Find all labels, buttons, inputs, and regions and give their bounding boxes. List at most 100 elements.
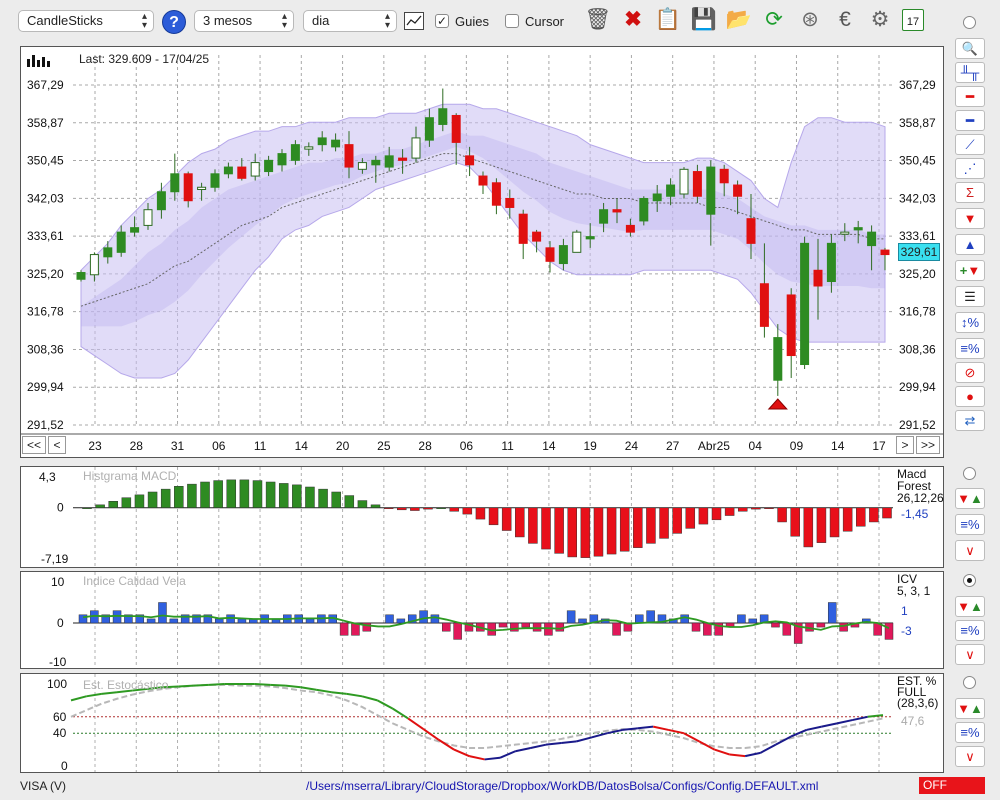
clipboard-icon[interactable]: 📋 (654, 8, 682, 31)
x-tick-label: 04 (749, 439, 763, 453)
nav-prev-button[interactable]: < (48, 436, 66, 454)
icv-bar (657, 614, 667, 624)
arrow-up-button[interactable]: ▲ (955, 234, 985, 255)
icv-panel[interactable]: 10 0 -10 Indice Calidad Vela ICV 5, 3, 1 1… (20, 571, 944, 669)
period-select[interactable]: 3 mesos ▴ ▾ (194, 10, 294, 32)
candle-body (384, 155, 394, 168)
stochastic-panel[interactable]: 100 60 40 0 Est. Estocástico EST. % FULL (2… (20, 673, 944, 773)
panel-radio-main[interactable] (963, 16, 976, 29)
candles-tool-button[interactable]: ╨╥ (955, 62, 985, 83)
nav-last-button[interactable]: >> (916, 436, 940, 454)
trend-channel-button[interactable]: ⟋ (955, 134, 985, 155)
y-tick-left: 342,03 (27, 191, 64, 205)
help-button[interactable]: ? (162, 10, 186, 34)
config-path-link[interactable]: /Users/mserra/Library/CloudStorage/Dropb… (306, 779, 819, 793)
macd-bar (633, 507, 643, 548)
est-percent-button[interactable]: ≡% (955, 722, 985, 743)
status-off-badge[interactable]: OFF (919, 777, 985, 794)
icv-signals-button[interactable]: ▼▲ (955, 596, 985, 617)
arrow-down-button[interactable]: ▼ (955, 208, 985, 229)
x-tick-label: 27 (666, 439, 680, 453)
lines-button[interactable]: ☰ (955, 286, 985, 307)
macd-bar (292, 484, 302, 508)
macd-bar (475, 507, 486, 520)
guies-checkbox[interactable]: ✓ (435, 14, 449, 28)
macd-bar (711, 507, 722, 521)
percent-range-button[interactable]: ↕% (955, 312, 985, 333)
hline-blue-button[interactable]: ━ (955, 110, 985, 131)
macd-bar (737, 507, 748, 512)
delete-icon[interactable]: ✖ (624, 8, 642, 31)
candle-body (89, 254, 99, 276)
record-button[interactable]: ● (955, 386, 985, 407)
fan-lines-button[interactable]: ⋰ (955, 158, 985, 179)
candle-body (692, 171, 702, 197)
icv-bar (464, 622, 474, 632)
macd-bar (252, 480, 263, 508)
macd-percent-button[interactable]: ≡% (955, 514, 985, 535)
trash-icon[interactable]: 🗑 (584, 8, 612, 31)
panel-radio-icv[interactable] (963, 574, 976, 587)
sum-tool-button[interactable]: Σ (955, 182, 985, 203)
price-chart[interactable]: 367,29 367,29 358,87 358,87 350,45 350,45 342,… (21, 47, 943, 457)
stop-button[interactable]: ⊘ (955, 362, 985, 383)
macd-params: 26,12,26 (897, 491, 944, 505)
refresh-icon[interactable]: ⟳ (765, 8, 783, 31)
y-tick-label: 0 (61, 759, 68, 772)
candle-body (210, 173, 220, 188)
chart-type-value: CandleSticks (27, 13, 103, 28)
icv-percent-button[interactable]: ≡% (955, 620, 985, 641)
macd-signals-button[interactable]: ▼▲ (955, 488, 985, 509)
stoch-k-segment (698, 740, 715, 751)
hline-red-button[interactable]: ━ (955, 86, 985, 107)
macd-curve-button[interactable]: ∨ (955, 540, 985, 561)
folder-icon[interactable]: 📂 (725, 8, 753, 31)
cursor-checkbox[interactable] (505, 14, 519, 28)
candlestick-icon: ╨╥ (960, 65, 980, 80)
current-price-tag: 329,61 (898, 243, 940, 261)
est-curve-button[interactable]: ∨ (955, 746, 985, 767)
stoch-k-segment (132, 687, 148, 692)
icv-signal-line (82, 614, 890, 632)
stoch-k-segment (652, 725, 669, 731)
y-tick-left: 367,29 (27, 78, 64, 92)
stoch-k-segment (759, 743, 777, 754)
candle-body (733, 184, 743, 197)
zoom-button[interactable]: 🔍 (955, 38, 985, 59)
candle-body (317, 137, 327, 146)
icv-bar (578, 618, 587, 624)
candle-body (357, 162, 367, 170)
chart-window-icon[interactable] (404, 12, 424, 30)
main-chart-panel[interactable]: 367,29 367,29 358,87 358,87 350,45 350,45 342,… (20, 46, 944, 458)
stop-icon: ⊘ (964, 365, 976, 380)
percent-lines-button[interactable]: ≡% (955, 338, 985, 359)
add-signal-button[interactable]: +▼ (955, 260, 985, 281)
calendar-icon[interactable]: 17 (902, 9, 924, 31)
icv-curve-button[interactable]: ∨ (955, 644, 985, 665)
curve-icon: ∨ (965, 749, 975, 764)
macd-name2: Forest (897, 479, 932, 493)
panel-radio-est[interactable] (963, 676, 976, 689)
save-icon[interactable]: 💾 (690, 8, 718, 31)
euro-icon[interactable]: € (839, 8, 851, 31)
bars-icon (26, 53, 52, 70)
globe-refresh-icon[interactable]: ⊛ (801, 8, 819, 31)
chart-type-select[interactable]: CandleSticks ▴ ▾ (18, 10, 154, 32)
sync-icon: ⇄ (964, 413, 976, 428)
interval-select[interactable]: dia ▴ ▾ (303, 10, 397, 32)
y-tick-top: 4,3 (39, 470, 56, 484)
sync-button[interactable]: ⇄ (955, 410, 985, 431)
est-signals-button[interactable]: ▼▲ (955, 698, 985, 719)
stoch-k-segment (515, 746, 531, 753)
stoch-k-segment (86, 692, 102, 698)
panel-radio-macd[interactable] (963, 467, 976, 480)
gear-icon[interactable]: ⚙ (870, 8, 890, 31)
icv-bar (635, 614, 644, 624)
macd-panel[interactable]: 4,3 0 -7,19 Histgrama MACD Macd Forest 26,… (20, 466, 944, 568)
macd-bar (856, 507, 866, 527)
nav-first-button[interactable]: << (22, 436, 46, 454)
nav-next-button[interactable]: > (896, 436, 914, 454)
icv-bar (816, 622, 826, 628)
candle-body (76, 272, 86, 280)
stoch-k-segment (346, 692, 363, 698)
